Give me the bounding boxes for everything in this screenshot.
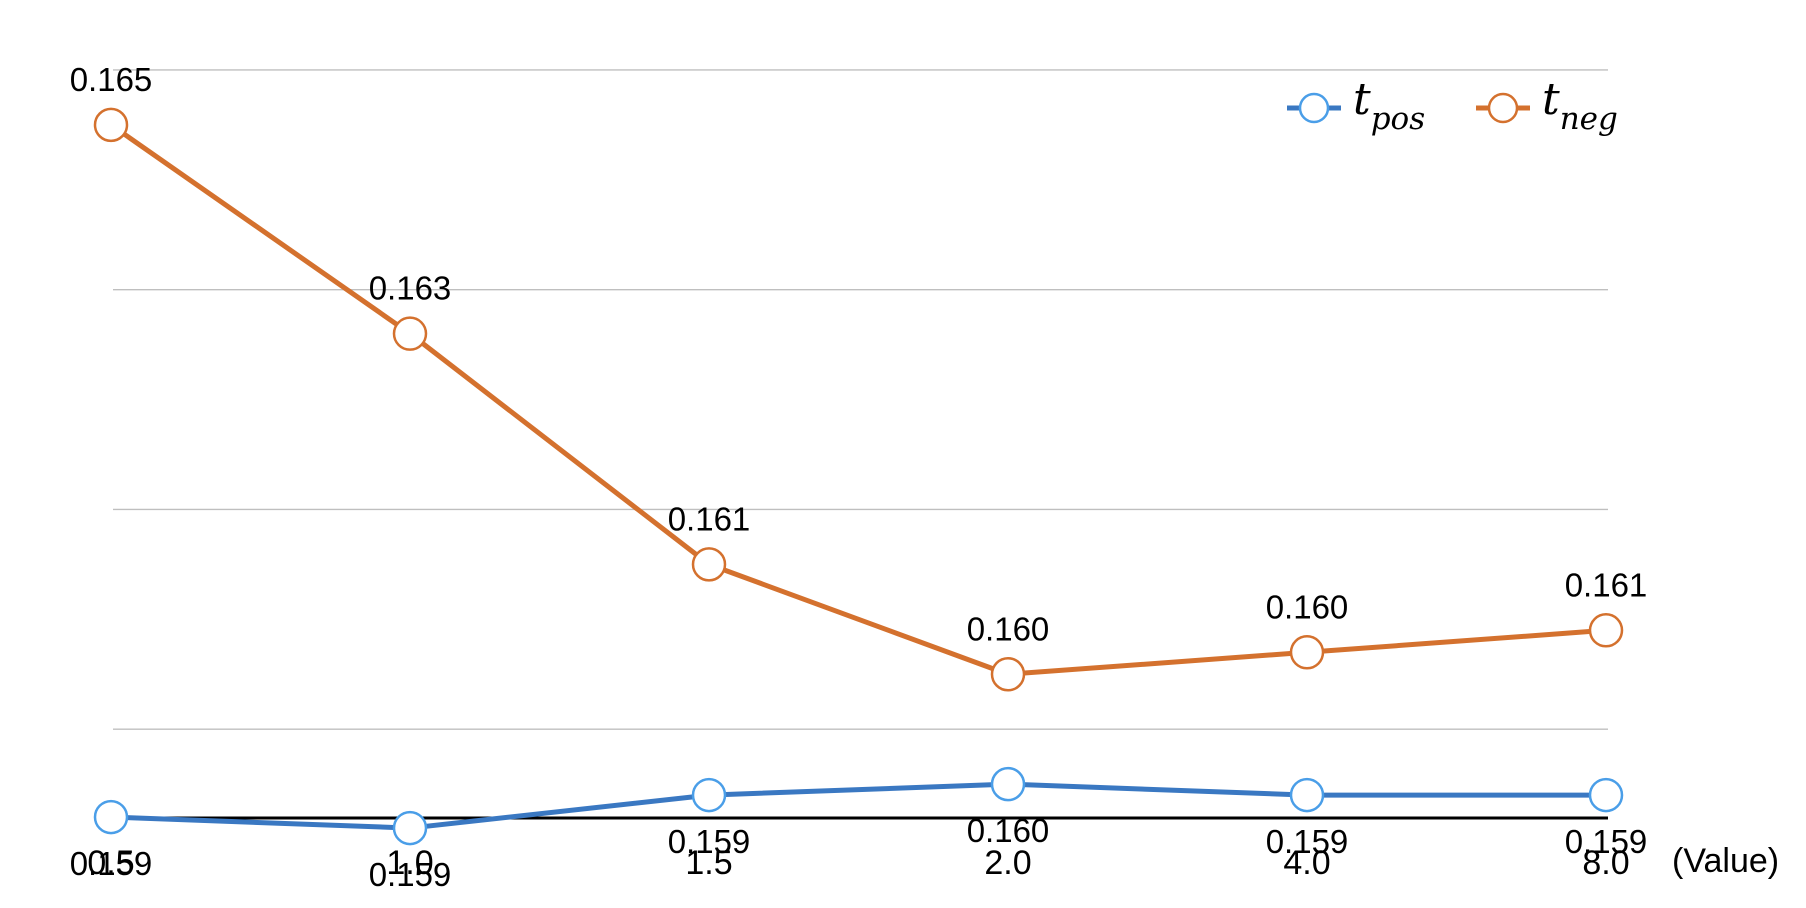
gridlines xyxy=(113,69,1608,730)
x-tick-label: 1.5 xyxy=(685,844,732,882)
series-pos: 0.159 0.159 0.159 0.160 0.159 0.159 xyxy=(70,766,1648,893)
x-tick-label: 8.0 xyxy=(1582,844,1629,882)
legend-item-pos: tpos xyxy=(1287,74,1425,137)
legend-label: tpos xyxy=(1353,74,1425,137)
legend-label: tneg xyxy=(1542,74,1618,137)
data-point-pos xyxy=(1588,777,1624,813)
legend-marker xyxy=(1298,92,1330,124)
x-tick-label: 2.0 xyxy=(984,844,1031,882)
x-tick-label: 0.5 xyxy=(87,844,134,882)
data-point-neg xyxy=(1588,613,1624,648)
legend-item-neg: tneg xyxy=(1476,74,1618,137)
data-point-neg xyxy=(990,657,1026,692)
data-point-neg xyxy=(1289,635,1325,670)
data-label-neg: 0.161 xyxy=(1565,566,1648,603)
x-tick-labels: 0.5 1.0 1.5 2.0 4.0 8.0 xyxy=(87,844,1629,882)
data-point-neg xyxy=(691,547,727,582)
data-label-pos: 0.159 xyxy=(668,823,751,860)
data-label-neg: 0.161 xyxy=(668,500,751,537)
series-line-neg xyxy=(109,122,1607,677)
data-point-pos xyxy=(990,766,1026,802)
data-label-pos: 0.159 xyxy=(369,856,452,893)
data-label-neg: 0.163 xyxy=(369,270,452,307)
legend-marker xyxy=(1487,92,1519,124)
x-axis-unit-label: (Value) xyxy=(1672,842,1779,880)
data-label-pos: 0.159 xyxy=(1266,823,1349,860)
data-label-neg: 0.165 xyxy=(70,61,153,98)
data-label-pos: 0.159 xyxy=(70,845,153,882)
series-layer: 0.159 0.159 0.159 0.160 0.159 0.159 0.165 0.163… xyxy=(70,61,1648,893)
data-point-pos xyxy=(1289,777,1325,813)
legend: tpos tneg xyxy=(1287,74,1618,137)
series-line-pos xyxy=(110,781,1606,831)
data-label-pos: 0.160 xyxy=(967,812,1050,849)
series-neg: 0.165 0.163 0.161 0.160 0.160 0.161 xyxy=(70,61,1648,692)
data-point-pos xyxy=(392,810,428,846)
x-tick-label: 4.0 xyxy=(1283,844,1330,882)
data-point-pos xyxy=(93,799,129,835)
data-point-neg xyxy=(392,316,428,351)
x-tick-label: 1.0 xyxy=(386,844,433,882)
data-label-pos: 0.159 xyxy=(1565,823,1648,860)
data-label-neg: 0.160 xyxy=(967,610,1050,647)
data-point-neg xyxy=(93,107,129,143)
data-point-pos xyxy=(691,777,727,813)
data-label-neg: 0.160 xyxy=(1266,588,1349,625)
